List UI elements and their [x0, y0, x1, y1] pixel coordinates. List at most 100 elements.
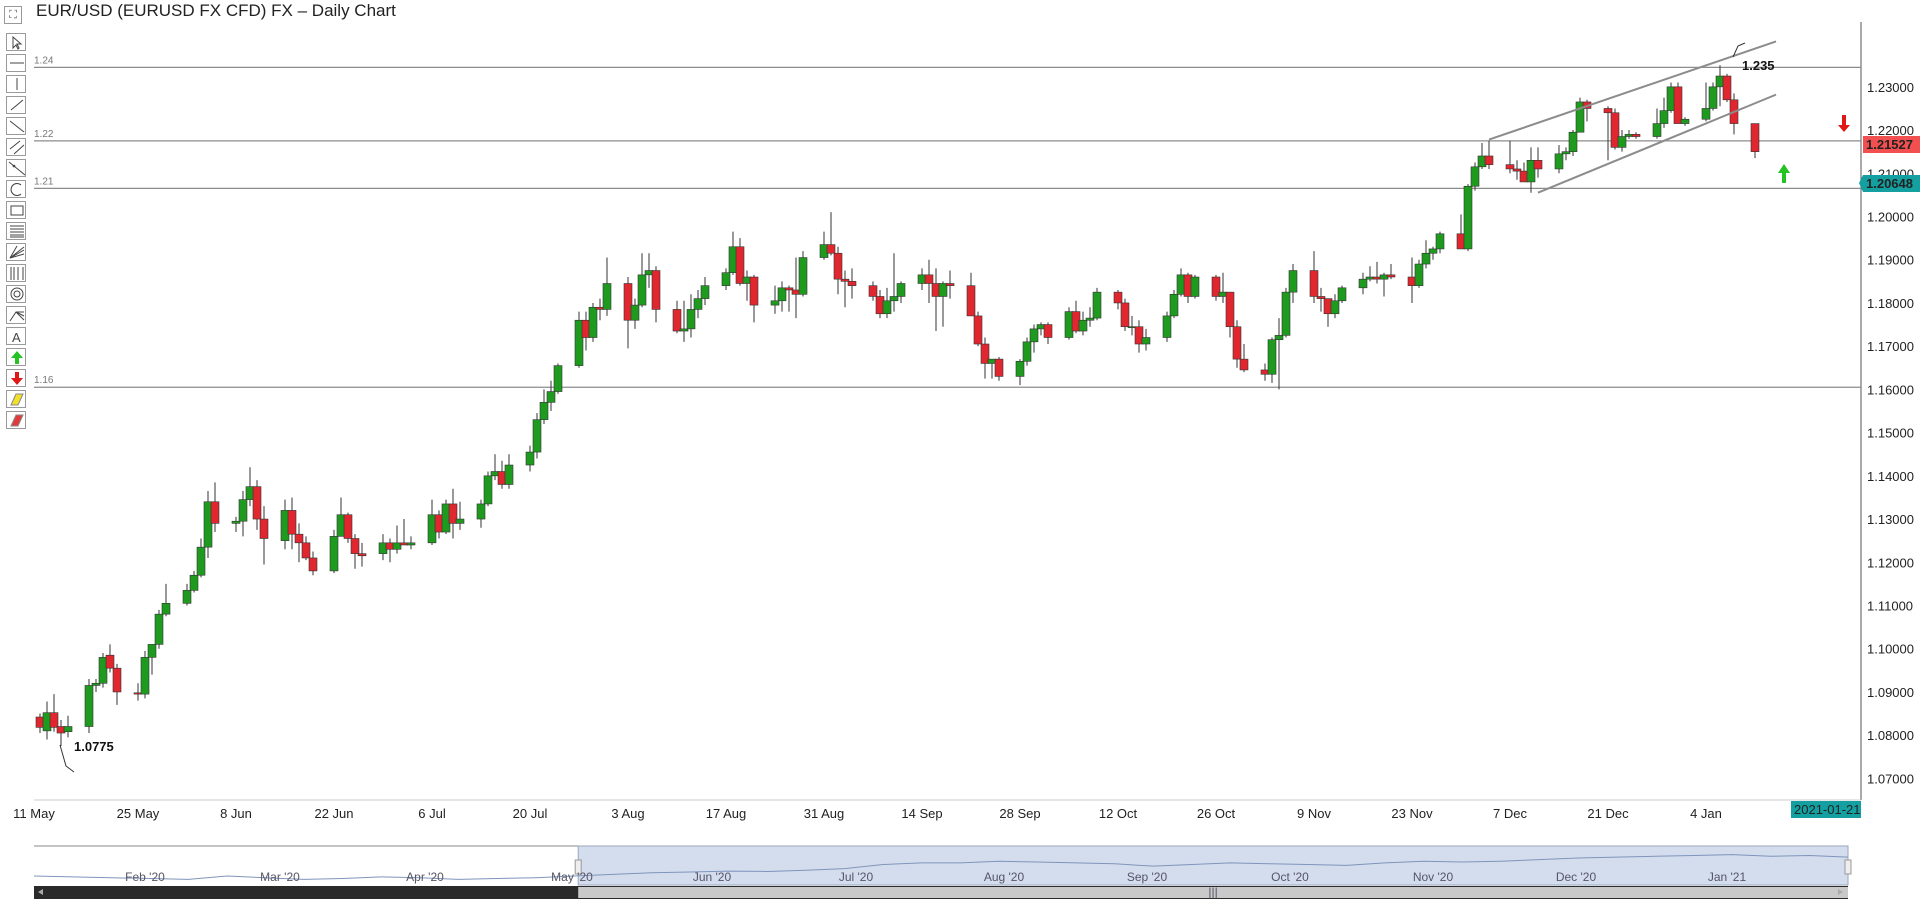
candle-body	[1673, 86, 1683, 124]
y-tick-label: 1.18000	[1867, 296, 1914, 311]
scroll-right-arrow-icon	[1838, 889, 1843, 895]
candle-body	[973, 315, 983, 345]
y-tick-label: 1.10000	[1867, 642, 1914, 657]
x-tick-label: 25 May	[117, 806, 160, 821]
navigator-month-label: Apr '20	[406, 870, 444, 884]
candle-body	[1330, 300, 1340, 315]
candle-body	[210, 501, 220, 524]
candle-body	[868, 285, 878, 297]
buy-arrow-tool-button[interactable]	[6, 348, 26, 366]
fib-retracement-icon	[10, 225, 24, 238]
trend-line-tool-button[interactable]	[6, 96, 26, 114]
extended-line-tool-button[interactable]	[6, 159, 26, 177]
x-tick-label: 26 Oct	[1197, 806, 1236, 821]
candle-body	[1358, 278, 1368, 289]
candle-body	[1575, 101, 1585, 133]
candle-body	[679, 328, 689, 332]
navigator-month-label: Aug '20	[984, 870, 1025, 884]
pitchfork-icon	[9, 311, 25, 322]
candle-body	[1043, 324, 1053, 338]
candle-body	[623, 283, 633, 321]
x-tick-label: 31 Aug	[804, 806, 845, 821]
candle-body	[980, 343, 990, 364]
candle-body	[966, 285, 976, 317]
candle-body	[777, 287, 787, 302]
ray-tool-button[interactable]	[6, 117, 26, 135]
candle-body	[945, 283, 955, 286]
horizontal-line-tool-button[interactable]	[6, 54, 26, 72]
candle-body	[826, 244, 836, 254]
parallel-channel-icon	[9, 140, 25, 155]
candle-body	[847, 281, 857, 286]
x-tick-label: 12 Oct	[1099, 806, 1138, 821]
navigator-month-label: Nov '20	[1413, 870, 1454, 884]
candle-body	[700, 285, 710, 299]
eraser-tool-button[interactable]	[6, 411, 26, 429]
candle-body	[238, 499, 248, 522]
gann-icon	[10, 287, 24, 301]
candle-body	[294, 533, 304, 544]
fib-fan-tool-button[interactable]	[6, 243, 26, 261]
horizontal-level-label: 1.24	[34, 55, 54, 66]
candle-body	[350, 538, 360, 554]
candle-body	[1568, 131, 1578, 152]
y-tick-label: 1.09000	[1867, 685, 1914, 700]
scrollbar-thumb	[578, 887, 1849, 898]
candle-body	[1652, 123, 1662, 137]
candle-body	[1526, 160, 1536, 183]
candle-body	[161, 603, 171, 615]
level-badge	[1859, 175, 1920, 192]
horizontal-line-icon	[10, 62, 24, 64]
candle-body	[196, 546, 206, 576]
fullscreen-toggle-icon[interactable]: ⛶	[4, 6, 22, 24]
ray-icon	[9, 120, 25, 133]
candle-body	[637, 274, 647, 306]
candle-body	[1617, 136, 1627, 148]
x-tick-label: 21 Dec	[1587, 806, 1629, 821]
candle-body	[1463, 185, 1473, 250]
fib-retracement-tool-button[interactable]	[6, 222, 26, 240]
candle-body	[91, 682, 101, 686]
drawing-toolbar: A	[6, 33, 28, 432]
vertical-line-tool-button[interactable]	[6, 75, 26, 93]
candle-body	[1561, 151, 1571, 155]
navigator-month-label: Sep '20	[1127, 870, 1168, 884]
text-tool-button[interactable]: A	[6, 327, 26, 345]
candle-body	[938, 283, 948, 297]
arc-tool-button[interactable]	[6, 180, 26, 198]
fib-timezones-tool-button[interactable]	[6, 264, 26, 282]
x-tick-label: 14 Sep	[901, 806, 942, 821]
navigator-month-label: Mar '20	[260, 870, 300, 884]
candle-body	[1316, 296, 1326, 299]
gann-tool-button[interactable]	[6, 285, 26, 303]
candle-body	[1708, 86, 1718, 109]
candle-body	[924, 274, 934, 284]
annotation-high: 1.235	[1742, 58, 1775, 73]
candle-body	[1554, 153, 1564, 170]
candle-body	[63, 726, 73, 733]
rectangle-tool-button[interactable]	[6, 201, 26, 219]
pitchfork-tool-button[interactable]	[6, 306, 26, 324]
candle-body	[896, 283, 906, 297]
y-tick-label: 1.07000	[1867, 771, 1914, 786]
channel-line	[1537, 93, 1777, 194]
navigator-month-label: Oct '20	[1271, 870, 1309, 884]
candle-body	[287, 510, 297, 535]
sell-arrow-tool-button[interactable]	[6, 369, 26, 387]
candle-body	[1680, 118, 1690, 124]
candle-body	[686, 309, 696, 330]
candle-body	[1512, 168, 1522, 172]
candle-body	[889, 296, 899, 302]
candle-body	[1162, 315, 1172, 338]
pointer-tool-button[interactable]	[6, 33, 26, 51]
highlighter-tool-button[interactable]	[6, 390, 26, 408]
parallel-channel-tool-button[interactable]	[6, 138, 26, 156]
candle-body	[343, 514, 353, 539]
candle-body	[532, 419, 542, 453]
candle-body	[840, 278, 850, 282]
candle-body	[721, 272, 731, 286]
trend-line-icon	[10, 99, 24, 111]
highlighter-icon	[10, 393, 24, 406]
candle-body	[553, 365, 563, 392]
